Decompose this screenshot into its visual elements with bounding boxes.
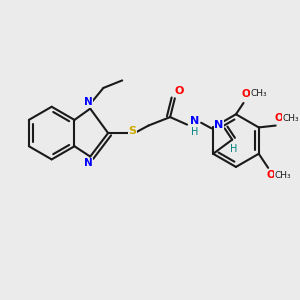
- Text: S: S: [128, 126, 136, 136]
- Text: O: O: [242, 88, 251, 99]
- Text: H: H: [230, 144, 238, 154]
- Text: N: N: [190, 116, 199, 126]
- Text: N: N: [84, 97, 93, 107]
- Text: O: O: [175, 86, 184, 96]
- Text: O: O: [267, 170, 275, 180]
- Text: N: N: [214, 120, 224, 130]
- Text: N: N: [84, 158, 93, 168]
- Text: CH₃: CH₃: [282, 113, 299, 122]
- Text: O: O: [274, 113, 283, 123]
- Text: H: H: [191, 127, 198, 137]
- Text: CH₃: CH₃: [250, 89, 267, 98]
- Text: CH₃: CH₃: [275, 171, 292, 180]
